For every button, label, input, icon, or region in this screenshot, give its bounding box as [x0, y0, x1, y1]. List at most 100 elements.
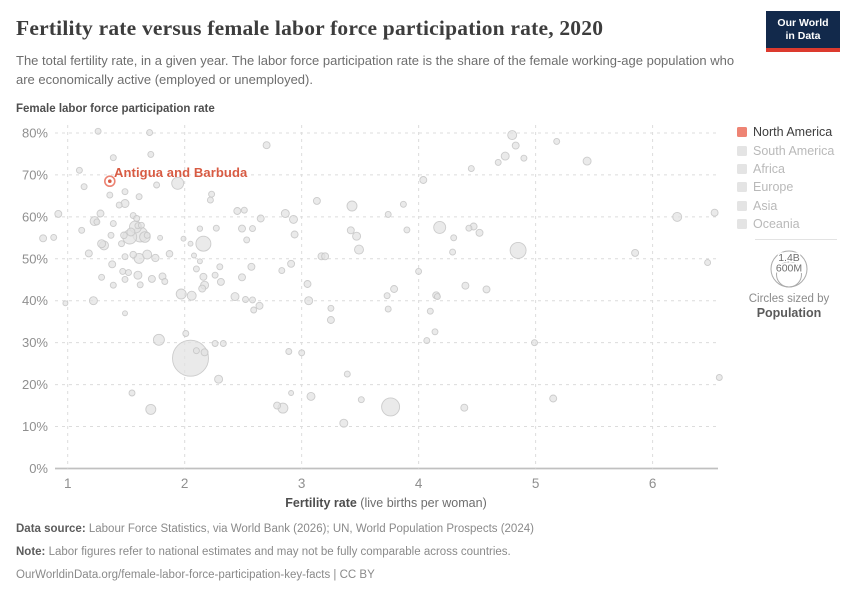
data-point[interactable]: [175, 288, 187, 300]
data-point[interactable]: [135, 193, 143, 201]
data-point[interactable]: [133, 270, 143, 280]
data-point[interactable]: [255, 301, 264, 310]
data-point[interactable]: [352, 231, 362, 241]
data-point[interactable]: [107, 231, 115, 239]
data-point[interactable]: [78, 226, 86, 234]
data-point[interactable]: [172, 339, 209, 377]
data-point[interactable]: [256, 214, 265, 223]
data-point[interactable]: [303, 280, 312, 288]
data-point[interactable]: [415, 267, 423, 275]
data-point[interactable]: [242, 296, 249, 303]
data-point[interactable]: [321, 252, 330, 261]
data-point[interactable]: [200, 348, 209, 357]
data-point[interactable]: [165, 250, 174, 258]
data-point[interactable]: [216, 277, 225, 286]
data-point[interactable]: [326, 316, 335, 324]
data-point[interactable]: [460, 403, 469, 412]
data-point[interactable]: [109, 281, 117, 289]
data-point[interactable]: [195, 235, 212, 252]
data-point[interactable]: [147, 150, 155, 158]
data-point[interactable]: [96, 209, 105, 218]
data-point[interactable]: [247, 262, 256, 271]
data-point[interactable]: [191, 252, 197, 259]
data-point[interactable]: [280, 209, 290, 218]
data-point[interactable]: [128, 389, 136, 397]
data-point[interactable]: [250, 306, 258, 314]
data-point[interactable]: [715, 374, 723, 381]
data-point[interactable]: [153, 181, 161, 189]
data-point[interactable]: [423, 337, 431, 345]
data-point[interactable]: [384, 305, 392, 313]
data-point[interactable]: [500, 151, 510, 161]
data-point[interactable]: [710, 208, 719, 217]
data-point[interactable]: [511, 141, 520, 150]
data-point[interactable]: [75, 166, 83, 174]
data-point[interactable]: [249, 296, 256, 304]
data-point[interactable]: [520, 154, 528, 162]
data-point[interactable]: [278, 267, 286, 275]
data-point[interactable]: [119, 267, 127, 275]
data-point[interactable]: [219, 340, 227, 347]
data-point[interactable]: [704, 259, 712, 267]
legend-item-africa[interactable]: Africa: [737, 160, 849, 178]
data-point[interactable]: [199, 272, 208, 281]
data-point[interactable]: [50, 233, 58, 241]
data-point[interactable]: [403, 226, 411, 234]
data-point[interactable]: [122, 310, 128, 317]
data-point[interactable]: [115, 201, 123, 209]
data-point[interactable]: [287, 259, 296, 268]
data-point[interactable]: [450, 234, 458, 242]
data-point[interactable]: [399, 200, 407, 208]
data-point[interactable]: [142, 249, 153, 260]
data-point[interactable]: [84, 249, 93, 258]
data-point[interactable]: [94, 127, 102, 135]
data-point[interactable]: [108, 260, 117, 269]
data-point[interactable]: [98, 273, 106, 281]
data-point[interactable]: [196, 258, 203, 265]
data-point[interactable]: [384, 210, 392, 218]
data-point[interactable]: [192, 265, 200, 273]
data-point[interactable]: [249, 225, 256, 233]
data-point[interactable]: [97, 239, 107, 249]
data-point[interactable]: [285, 348, 293, 355]
data-point[interactable]: [672, 211, 683, 222]
data-point[interactable]: [465, 224, 473, 232]
data-point[interactable]: [212, 224, 220, 232]
data-point[interactable]: [146, 129, 154, 137]
data-point[interactable]: [273, 401, 282, 410]
data-point[interactable]: [143, 231, 151, 239]
data-point[interactable]: [507, 130, 518, 141]
legend-item-south-america[interactable]: South America: [737, 141, 849, 159]
data-point[interactable]: [106, 191, 114, 199]
data-point[interactable]: [152, 333, 165, 346]
citation-url-link[interactable]: OurWorldinData.org/female-labor-force-pa…: [16, 569, 375, 581]
data-point[interactable]: [357, 396, 365, 404]
data-point[interactable]: [129, 250, 137, 259]
data-point[interactable]: [136, 281, 144, 289]
data-point[interactable]: [182, 330, 190, 337]
data-point[interactable]: [509, 241, 527, 259]
data-point[interactable]: [186, 290, 197, 301]
data-point[interactable]: [461, 281, 470, 290]
legend-item-oceania[interactable]: Oceania: [737, 215, 849, 233]
data-point[interactable]: [230, 292, 240, 302]
data-point[interactable]: [211, 340, 219, 347]
data-point[interactable]: [187, 240, 194, 247]
data-point[interactable]: [125, 269, 132, 277]
data-point[interactable]: [208, 190, 216, 198]
data-point[interactable]: [198, 284, 207, 293]
data-point[interactable]: [306, 391, 316, 401]
data-point[interactable]: [206, 196, 214, 204]
data-point[interactable]: [482, 285, 491, 294]
data-point[interactable]: [118, 240, 125, 248]
data-point[interactable]: [54, 209, 63, 218]
data-point[interactable]: [419, 176, 428, 184]
data-point[interactable]: [426, 307, 434, 315]
data-point[interactable]: [192, 347, 200, 355]
data-point[interactable]: [233, 207, 242, 215]
data-point[interactable]: [211, 271, 219, 279]
data-point[interactable]: [304, 296, 314, 306]
data-point[interactable]: [39, 234, 48, 243]
data-point[interactable]: [431, 328, 439, 336]
data-point[interactable]: [93, 218, 101, 226]
